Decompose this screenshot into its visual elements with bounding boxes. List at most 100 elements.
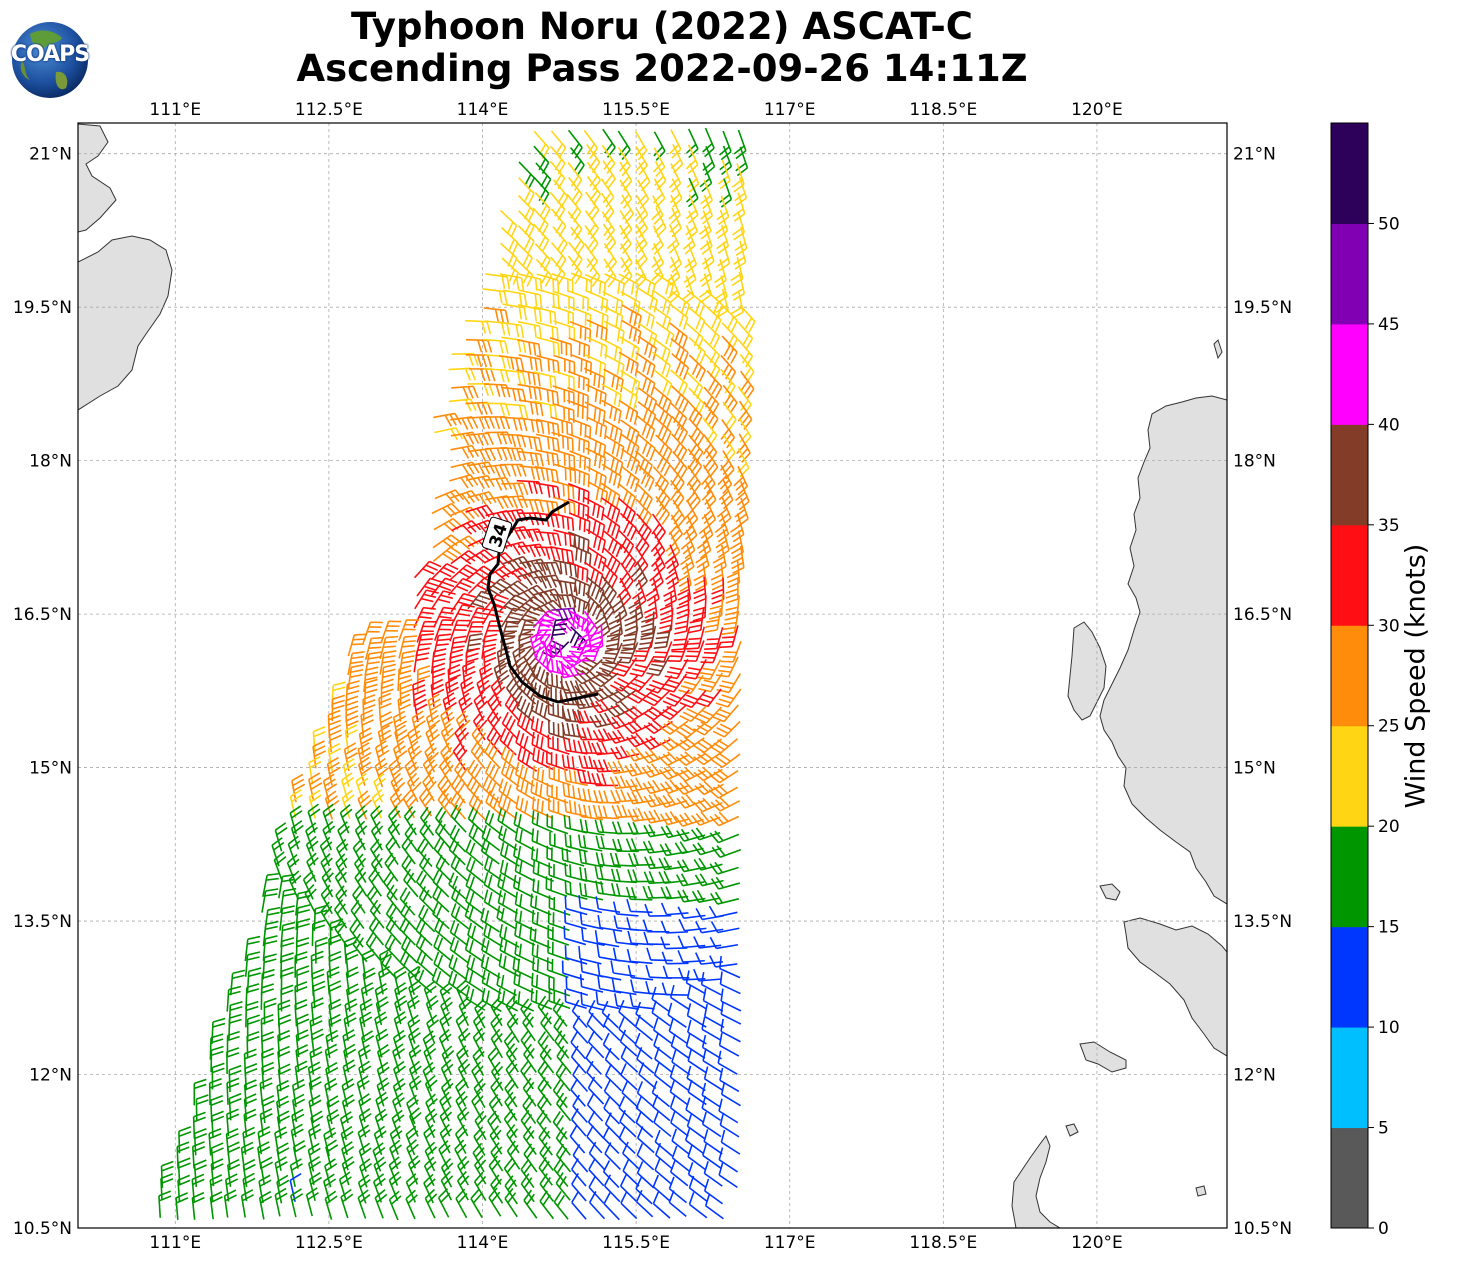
- wind-barb-shaft: [583, 496, 605, 509]
- wind-barb-shaft: [703, 401, 719, 420]
- wind-barb-shaft: [688, 177, 699, 199]
- wind-barb-flag: [564, 896, 567, 909]
- wind-barb-flag: [672, 197, 683, 208]
- wind-barb-flag: [609, 425, 614, 438]
- wind-barb-flag: [656, 180, 667, 191]
- wind-barb: [569, 417, 592, 440]
- wind-barb: [602, 305, 624, 329]
- wind-barb-flag: [723, 499, 734, 510]
- wind-barb-flag: [598, 361, 602, 375]
- wind-barb: [604, 353, 625, 378]
- wind-barb-flag: [545, 514, 550, 527]
- wind-barb-flag: [666, 416, 673, 430]
- wind-barb: [518, 289, 543, 308]
- wind-barb-flag: [479, 551, 491, 562]
- wind-barb-shaft: [550, 242, 567, 260]
- wind-barb-shaft: [686, 499, 699, 520]
- wind-barb: [465, 549, 495, 564]
- wind-barb-shaft: [652, 351, 671, 366]
- wind-barb: [733, 129, 747, 160]
- wind-barb-flag: [518, 293, 523, 306]
- wind-barb-flag: [515, 357, 520, 371]
- wind-barb-flag: [680, 540, 692, 550]
- wind-barb-flag: [601, 525, 606, 538]
- wind-barb-flag: [690, 427, 698, 440]
- wind-barb-shaft: [518, 161, 535, 179]
- wind-barb-flag: [530, 419, 535, 433]
- wind-barb-flag: [506, 276, 511, 290]
- wind-barb: [466, 461, 496, 476]
- wind-barb: [620, 419, 640, 445]
- wind-barb-flag: [720, 640, 734, 644]
- wind-barb-shaft: [567, 255, 583, 274]
- wind-barb-flag: [445, 493, 455, 504]
- wind-barb-flag: [717, 245, 729, 255]
- wind-barb-flag: [688, 637, 702, 641]
- land-layer: [78, 123, 1227, 1228]
- wind-barb-shaft: [669, 322, 688, 338]
- wind-barb-flag: [662, 299, 668, 313]
- wind-barb-flag: [494, 416, 501, 430]
- wind-barb-shaft: [620, 370, 640, 383]
- wind-barb-flag: [523, 526, 531, 539]
- wind-barb: [551, 480, 575, 500]
- wind-barb: [502, 303, 528, 321]
- wind-barb-shaft: [671, 385, 689, 402]
- wind-barb-flag: [522, 340, 527, 354]
- wind-barb-flag: [635, 238, 645, 250]
- wind-barb-shaft: [517, 320, 540, 327]
- wind-barb-shaft: [688, 354, 706, 371]
- wind-barb: [448, 367, 476, 381]
- wind-barb: [617, 482, 637, 510]
- wind-barb-flag: [695, 555, 707, 564]
- wind-barb: [739, 304, 756, 333]
- wind-barb-flag: [520, 358, 525, 372]
- wind-barb-flag: [661, 362, 668, 375]
- wind-barb-flag: [700, 230, 712, 240]
- wind-barb-flag: [501, 355, 506, 369]
- wind-barb-flag: [620, 271, 630, 282]
- wind-barb-flag: [533, 387, 537, 400]
- wind-barb-shaft: [570, 544, 592, 555]
- wind-barb-flag: [587, 474, 590, 488]
- wind-barb-flag: [529, 401, 534, 415]
- wind-barb-flag: [496, 447, 503, 461]
- wind-barb-flag: [569, 864, 572, 877]
- wind-barb-flag: [595, 422, 599, 435]
- wind-barb-flag: [572, 486, 575, 500]
- wind-barb-flag: [477, 477, 485, 490]
- wind-barb-shaft: [617, 482, 636, 498]
- wind-barb-flag: [540, 421, 545, 434]
- wind-barb-flag: [630, 496, 637, 510]
- wind-barb: [604, 434, 625, 460]
- wind-barb-flag: [501, 511, 510, 524]
- wind-barb-flag: [545, 562, 552, 576]
- wind-barb-flag: [683, 509, 694, 521]
- wind-barb-shaft: [533, 400, 556, 407]
- wind-barb-flag: [529, 357, 533, 370]
- wind-barb-shaft: [652, 466, 669, 484]
- wind-barb-flag: [552, 341, 556, 355]
- wind-barb-shaft: [633, 863, 656, 867]
- wind-barb: [669, 129, 682, 159]
- wind-barb-shaft: [653, 369, 673, 385]
- wind-barb-flag: [530, 467, 536, 480]
- wind-barb-flag: [649, 429, 656, 442]
- wind-barb-flag: [705, 447, 715, 459]
- wind-barb-flag: [635, 209, 646, 221]
- wind-barb-flag: [717, 257, 729, 267]
- wind-barb-shaft: [736, 163, 745, 185]
- wind-barb-flag: [487, 432, 494, 446]
- wind-barb-flag: [714, 524, 726, 533]
- wind-barb: [567, 176, 583, 206]
- wind-barb-flag: [527, 193, 535, 206]
- wind-barb-flag: [607, 573, 615, 586]
- wind-barb-flag: [528, 499, 535, 513]
- wind-barb-shaft: [619, 336, 640, 349]
- wind-barb-flag: [508, 238, 515, 252]
- wind-barb: [553, 463, 577, 484]
- wind-barb-flag: [555, 515, 560, 528]
- wind-barb-flag: [623, 262, 633, 273]
- wind-barb-flag: [611, 541, 618, 555]
- wind-barb-flag: [635, 284, 639, 298]
